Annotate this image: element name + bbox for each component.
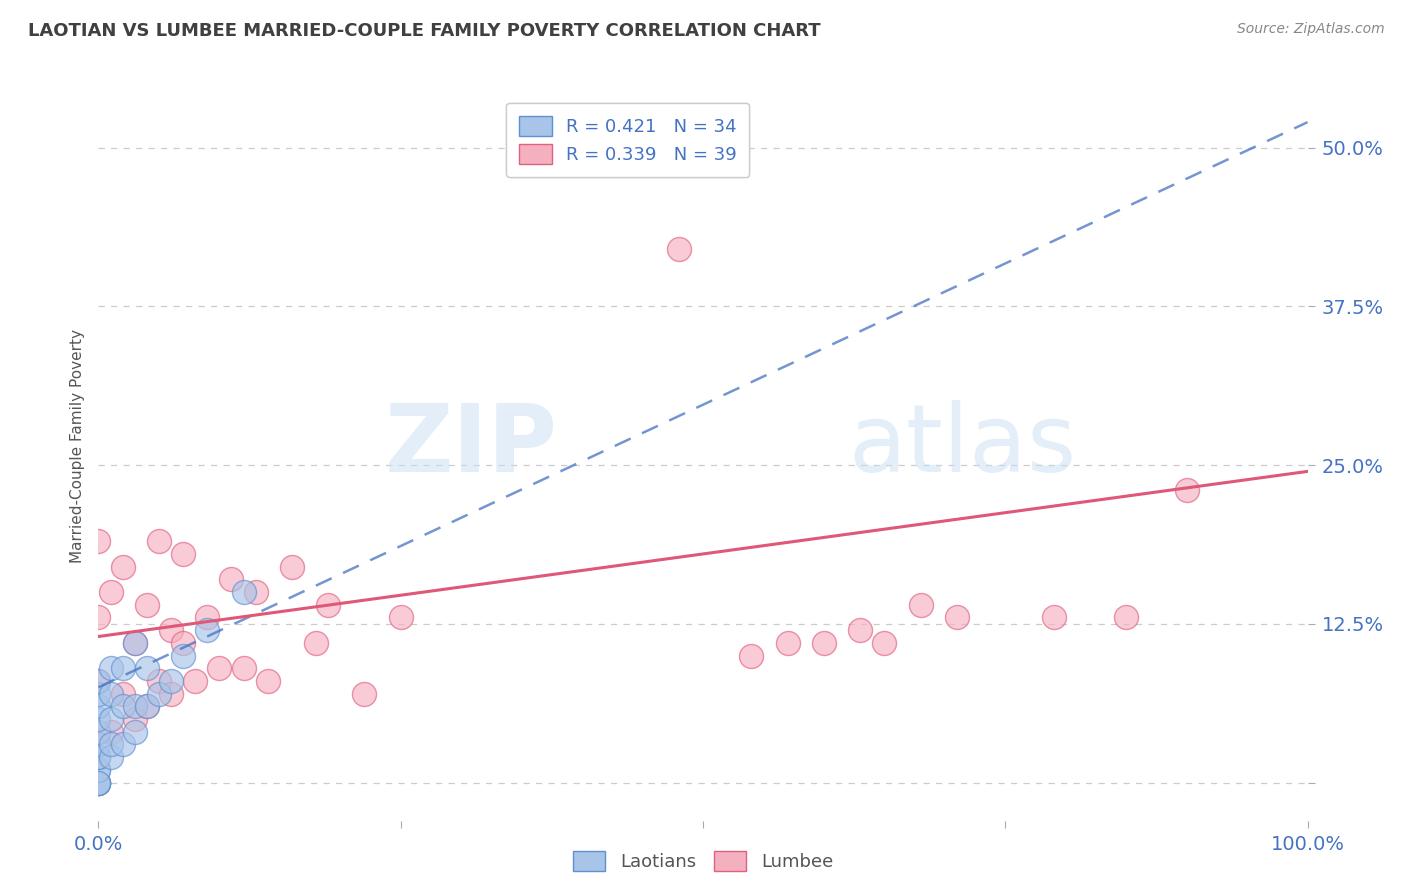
Point: [100, 585, 122, 599]
Point: [148, 687, 170, 701]
Point: [87, 775, 110, 789]
Point: [1175, 483, 1198, 498]
Point: [232, 661, 254, 675]
Point: [100, 712, 122, 726]
Point: [135, 699, 157, 714]
Point: [172, 547, 194, 561]
Point: [305, 636, 328, 650]
Text: ZIP: ZIP: [385, 400, 558, 492]
Point: [87, 724, 110, 739]
Point: [195, 610, 218, 624]
Point: [208, 661, 231, 675]
Point: [111, 661, 134, 675]
Point: [776, 636, 799, 650]
Point: [946, 610, 969, 624]
Point: [232, 585, 254, 599]
Point: [124, 724, 146, 739]
Point: [195, 623, 218, 637]
Point: [111, 738, 134, 752]
Point: [135, 699, 157, 714]
Text: atlas: atlas: [848, 400, 1077, 492]
Point: [910, 598, 932, 612]
Point: [172, 636, 194, 650]
Point: [87, 775, 110, 789]
Text: LAOTIAN VS LUMBEE MARRIED-COUPLE FAMILY POVERTY CORRELATION CHART: LAOTIAN VS LUMBEE MARRIED-COUPLE FAMILY …: [28, 22, 821, 40]
Point: [87, 763, 110, 777]
Point: [160, 687, 183, 701]
Legend: Laotians, Lumbee: Laotians, Lumbee: [565, 844, 841, 879]
Point: [87, 699, 110, 714]
Point: [100, 687, 122, 701]
Point: [172, 648, 194, 663]
Point: [813, 636, 835, 650]
Point: [316, 598, 339, 612]
Point: [160, 673, 183, 688]
Point: [1042, 610, 1064, 624]
Point: [87, 763, 110, 777]
Point: [87, 673, 110, 688]
Legend: R = 0.421   N = 34, R = 0.339   N = 39: R = 0.421 N = 34, R = 0.339 N = 39: [506, 103, 749, 178]
Point: [160, 623, 183, 637]
Point: [100, 724, 122, 739]
Point: [111, 687, 134, 701]
Point: [135, 661, 157, 675]
Point: [148, 673, 170, 688]
Point: [256, 673, 278, 688]
Point: [87, 610, 110, 624]
Y-axis label: Married-Couple Family Poverty: Married-Couple Family Poverty: [69, 329, 84, 563]
Point: [668, 242, 690, 256]
Point: [87, 775, 110, 789]
Point: [87, 750, 110, 764]
Point: [100, 661, 122, 675]
Point: [111, 699, 134, 714]
Point: [353, 687, 375, 701]
Text: Source: ZipAtlas.com: Source: ZipAtlas.com: [1237, 22, 1385, 37]
Point: [87, 775, 110, 789]
Point: [124, 636, 146, 650]
Point: [148, 534, 170, 549]
Point: [87, 687, 110, 701]
Point: [87, 712, 110, 726]
Point: [111, 559, 134, 574]
Point: [124, 712, 146, 726]
Point: [87, 775, 110, 789]
Point: [135, 598, 157, 612]
Point: [87, 673, 110, 688]
Point: [124, 699, 146, 714]
Point: [184, 673, 207, 688]
Point: [100, 738, 122, 752]
Point: [124, 636, 146, 650]
Point: [221, 572, 243, 586]
Point: [1115, 610, 1137, 624]
Point: [849, 623, 872, 637]
Point: [389, 610, 412, 624]
Point: [87, 750, 110, 764]
Point: [873, 636, 896, 650]
Point: [87, 534, 110, 549]
Point: [87, 775, 110, 789]
Point: [281, 559, 304, 574]
Point: [100, 750, 122, 764]
Point: [245, 585, 267, 599]
Point: [740, 648, 762, 663]
Point: [87, 738, 110, 752]
